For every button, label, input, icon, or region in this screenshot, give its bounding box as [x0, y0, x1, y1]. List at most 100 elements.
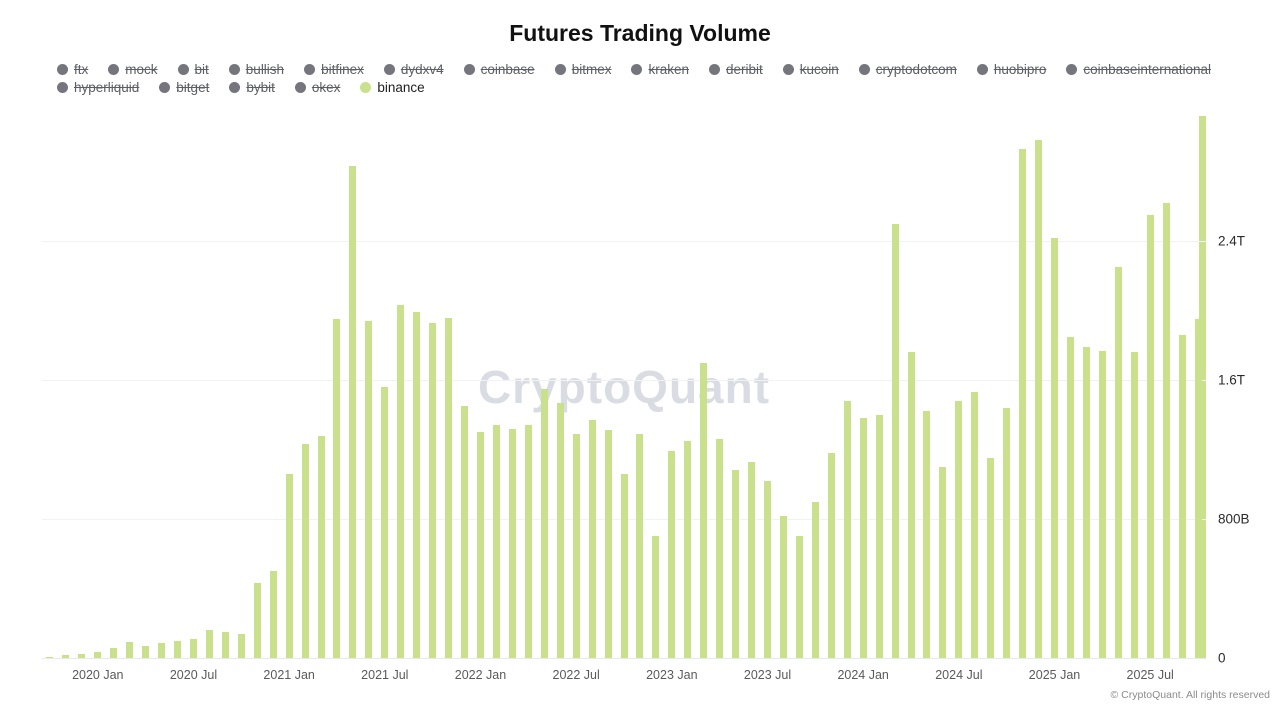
- bar-2025-10[interactable]: [1194, 319, 1202, 658]
- bar-2020-11[interactable]: [253, 583, 261, 658]
- bar-2025-02[interactable]: [1066, 336, 1074, 658]
- bar-2021-05[interactable]: [349, 166, 357, 658]
- bar-2024-03[interactable]: [891, 223, 899, 658]
- bar-2023-01[interactable]: [668, 451, 676, 658]
- legend-item-coinbaseinternational[interactable]: coinbaseinternational: [1066, 62, 1211, 77]
- bar-2025-06[interactable]: [1130, 352, 1138, 658]
- bar-2024-08[interactable]: [971, 392, 979, 658]
- bar-2024-11[interactable]: [1019, 149, 1027, 658]
- bar-2025-09[interactable]: [1178, 334, 1186, 658]
- legend-item-label: okex: [311, 80, 341, 95]
- legend-item-coinbase[interactable]: coinbase: [463, 62, 535, 77]
- bar-2024-05[interactable]: [923, 411, 931, 658]
- bar-2022-05[interactable]: [540, 388, 548, 658]
- bar-2024-12[interactable]: [1035, 140, 1043, 658]
- bar-2023-11[interactable]: [827, 453, 835, 658]
- bar-2020-02[interactable]: [110, 648, 118, 658]
- bar-2020-08[interactable]: [205, 630, 213, 658]
- bar-2025-07[interactable]: [1146, 215, 1154, 658]
- legend-item-hyperliquid[interactable]: hyperliquid: [57, 80, 139, 95]
- bar-2022-12[interactable]: [652, 536, 660, 658]
- bar-2025-08[interactable]: [1162, 202, 1170, 658]
- bar-2022-07[interactable]: [572, 433, 580, 658]
- bar-2021-08[interactable]: [397, 305, 405, 658]
- bar-2021-11[interactable]: [445, 317, 453, 658]
- bar-2023-06[interactable]: [748, 461, 756, 658]
- bar-2022-10[interactable]: [620, 473, 628, 658]
- legend-item-binance[interactable]: binance: [360, 80, 425, 95]
- bar-2021-12[interactable]: [461, 406, 469, 658]
- legend-item-bitmex[interactable]: bitmex: [554, 62, 611, 77]
- bar-2023-10[interactable]: [811, 501, 819, 658]
- bar-2022-04[interactable]: [524, 425, 532, 658]
- bitget-dot-icon: [159, 82, 171, 93]
- bar-2024-02[interactable]: [875, 414, 883, 658]
- legend-item-bitfinex[interactable]: bitfinex: [304, 62, 364, 77]
- bar-2025-01[interactable]: [1051, 237, 1059, 658]
- legend-item-kraken[interactable]: kraken: [631, 62, 689, 77]
- bar-2020-05[interactable]: [158, 643, 166, 658]
- bar-2022-06[interactable]: [556, 402, 564, 658]
- legend-item-huobipro[interactable]: huobipro: [976, 62, 1047, 77]
- bar-2024-06[interactable]: [939, 466, 947, 658]
- bar-2022-02[interactable]: [492, 425, 500, 658]
- bar-2020-10[interactable]: [237, 633, 245, 658]
- bar-2022-09[interactable]: [604, 430, 612, 658]
- legend-item-bitget[interactable]: bitget: [159, 80, 209, 95]
- bar-2022-11[interactable]: [636, 433, 644, 658]
- bar-2020-04[interactable]: [142, 645, 150, 658]
- legend-item-dydxv4[interactable]: dydxv4: [383, 62, 444, 77]
- bar-2023-09[interactable]: [795, 536, 803, 658]
- bar-2022-01[interactable]: [476, 432, 484, 658]
- bar-2023-05[interactable]: [732, 470, 740, 658]
- legend-item-bybit[interactable]: bybit: [229, 80, 275, 95]
- legend-item-bullish[interactable]: bullish: [228, 62, 284, 77]
- bar-2023-12[interactable]: [843, 400, 851, 658]
- bar-2023-04[interactable]: [716, 439, 724, 658]
- bar-2019-11[interactable]: [62, 654, 70, 658]
- legend-item-deribit[interactable]: deribit: [708, 62, 763, 77]
- bar-2022-03[interactable]: [508, 428, 516, 658]
- legend-item-kucoin[interactable]: kucoin: [782, 62, 839, 77]
- bar-2020-03[interactable]: [126, 642, 134, 658]
- legend-item-label: dydxv4: [400, 62, 444, 77]
- legend-item-label: bybit: [246, 80, 275, 95]
- bar-2019-10[interactable]: [46, 656, 54, 658]
- bar-2021-06[interactable]: [365, 321, 373, 658]
- legend-item-okex[interactable]: okex: [294, 80, 341, 95]
- bar-2020-01[interactable]: [94, 651, 102, 658]
- bar-2021-02[interactable]: [301, 444, 309, 658]
- x-axis-label: 2024 Jul: [935, 668, 983, 682]
- bar-2021-07[interactable]: [381, 387, 389, 658]
- bar-2019-12[interactable]: [78, 653, 86, 658]
- legend-item-cryptodotcom[interactable]: cryptodotcom: [858, 62, 957, 77]
- bar-2024-10[interactable]: [1003, 407, 1011, 658]
- bar-2025-03[interactable]: [1082, 347, 1090, 658]
- bar-2022-08[interactable]: [588, 420, 596, 658]
- legend-item-bit[interactable]: bit: [177, 62, 209, 77]
- bar-2020-07[interactable]: [189, 638, 197, 658]
- bar-2025-05[interactable]: [1114, 267, 1122, 658]
- bar-2024-09[interactable]: [987, 458, 995, 658]
- bar-2023-03[interactable]: [700, 362, 708, 658]
- bar-2023-07[interactable]: [764, 480, 771, 658]
- bar-2021-04[interactable]: [333, 319, 341, 658]
- x-axis-label: 2024 Jan: [837, 668, 889, 682]
- bar-2025-04[interactable]: [1098, 350, 1106, 658]
- bar-2023-02[interactable]: [684, 440, 692, 658]
- bar-2021-10[interactable]: [429, 322, 437, 658]
- bar-2020-12[interactable]: [269, 571, 277, 658]
- bar-2020-06[interactable]: [174, 640, 182, 658]
- bar-2023-08[interactable]: [779, 515, 787, 658]
- bar-2024-01[interactable]: [859, 418, 867, 658]
- bar-2021-01[interactable]: [285, 473, 293, 658]
- legend-item-label: bitget: [176, 80, 210, 95]
- legend-item-ftx[interactable]: ftx: [57, 62, 88, 77]
- bar-2024-04[interactable]: [907, 352, 915, 658]
- bar-2021-03[interactable]: [317, 435, 325, 658]
- bar-2021-09[interactable]: [413, 312, 421, 658]
- bar-2020-09[interactable]: [221, 631, 229, 658]
- legend-item-mock[interactable]: mock: [108, 62, 158, 77]
- bar-2024-07[interactable]: [955, 400, 963, 658]
- legend-item-label: huobipro: [993, 62, 1047, 77]
